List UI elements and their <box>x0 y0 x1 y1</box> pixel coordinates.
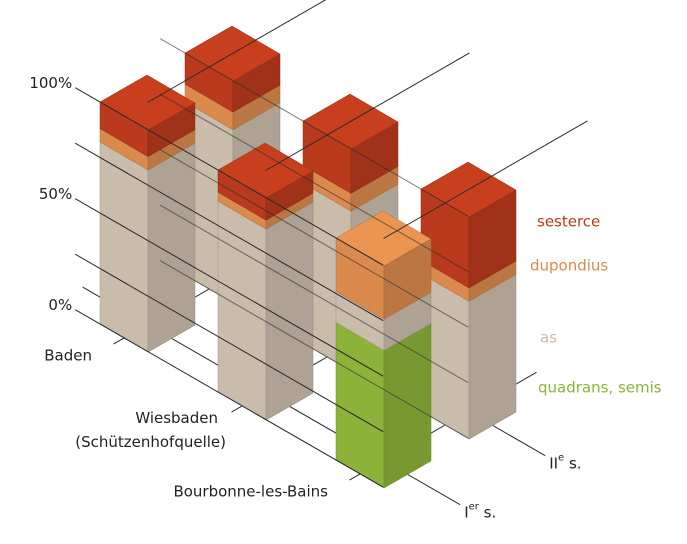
bar-face-front <box>335 321 385 489</box>
bar-face-side <box>147 142 196 353</box>
grid-line <box>383 120 588 239</box>
period-label: Ier s. <box>464 502 496 522</box>
bar-face-front <box>217 200 267 421</box>
grid-line <box>147 0 327 103</box>
x-tick-label: Wiesbaden (Schützenhofquelle) <box>75 409 226 451</box>
y-tick-label: 100% <box>29 74 72 92</box>
grid-line <box>265 52 470 171</box>
grid-line <box>74 253 384 433</box>
grid-line <box>159 93 469 273</box>
grid <box>74 0 588 488</box>
grid-line <box>159 149 469 328</box>
x-tick-label: Baden <box>44 347 92 365</box>
labels: 0% 50% 100% Baden Wiesbaden (Schützenhofquell… <box>29 74 661 521</box>
y-tick-label: 0% <box>48 296 72 314</box>
x-tick-label: Bourbonne-les-Bains <box>173 483 328 501</box>
grid-line <box>74 142 384 322</box>
grid-line <box>159 260 469 439</box>
legend-label: as <box>540 329 557 347</box>
legend-label: dupondius <box>530 257 608 275</box>
bar-face-side <box>468 273 517 440</box>
grid-line <box>159 38 469 217</box>
legend-label: sesterce <box>537 213 600 231</box>
bars <box>99 25 517 489</box>
grid-line <box>74 309 384 488</box>
legend-label: quadrans, semis <box>538 379 662 397</box>
bar-face-front <box>99 141 149 353</box>
y-tick-label: 50% <box>39 185 72 203</box>
grid-line <box>74 87 384 266</box>
period-label: IIe s. <box>549 453 581 473</box>
grid-line <box>74 198 384 377</box>
grid-line <box>159 204 469 384</box>
